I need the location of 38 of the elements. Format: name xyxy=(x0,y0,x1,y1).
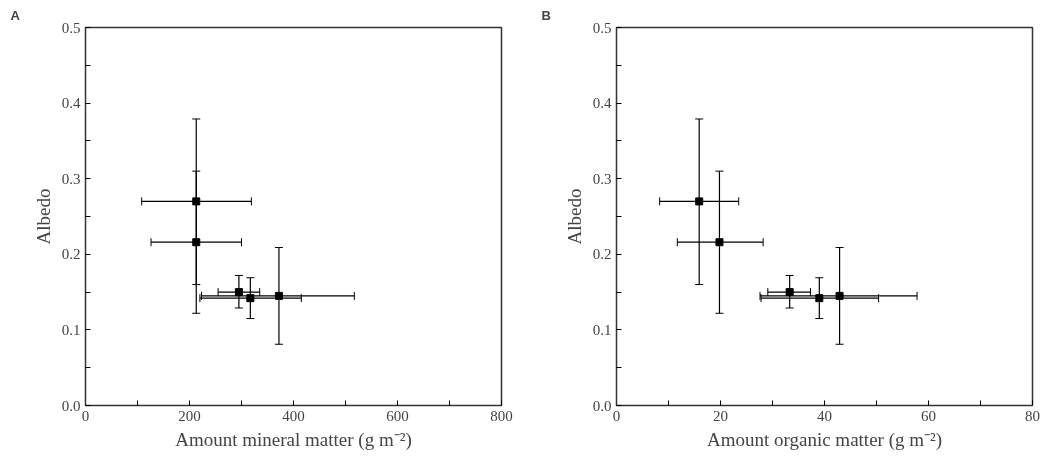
y-tick-label: 0.2 xyxy=(592,246,612,263)
x-axis-title: Amount mineral matter (g m⁻²) xyxy=(175,428,412,451)
y-tick-label: 0.1 xyxy=(61,321,81,338)
x-tick-label: 80 xyxy=(1025,407,1040,424)
y-tick-label: 0.2 xyxy=(61,246,81,263)
x-tick-label: 800 xyxy=(490,407,513,424)
point xyxy=(835,291,844,300)
x-tick-label: 400 xyxy=(282,407,305,424)
x-tick-label: 20 xyxy=(713,407,728,424)
y-tick-label: 0.0 xyxy=(61,397,81,414)
chart-title: A xyxy=(10,7,21,23)
x-tick-label: 40 xyxy=(817,407,832,424)
y-tick-label: 0.4 xyxy=(592,95,612,112)
x-tick-label: 60 xyxy=(921,407,936,424)
point xyxy=(246,294,255,303)
y-tick-label: 0.3 xyxy=(61,170,81,187)
y-tick-label: 0.3 xyxy=(592,170,612,187)
point xyxy=(715,238,724,247)
point xyxy=(785,288,794,297)
point xyxy=(192,238,201,247)
y-tick-label: 0.0 xyxy=(592,397,612,414)
point xyxy=(695,197,704,206)
point xyxy=(274,291,283,300)
point xyxy=(192,197,201,206)
y-tick-label: 0.1 xyxy=(592,321,612,338)
y-tick-label: 0.5 xyxy=(592,19,612,36)
y-tick-label: 0.5 xyxy=(61,19,81,36)
x-tick-label: 200 xyxy=(178,407,201,424)
x-tick-label: 600 xyxy=(386,407,409,424)
x-tick-label: 0 xyxy=(612,407,621,424)
y-axis-title: Albedo xyxy=(32,188,54,245)
x-axis-title: Amount organic matter (g m⁻²) xyxy=(706,428,943,451)
chart-title: B xyxy=(541,7,551,23)
point xyxy=(815,294,824,303)
x-tick-label: 0 xyxy=(81,407,90,424)
point xyxy=(234,288,243,297)
y-tick-label: 0.4 xyxy=(61,95,81,112)
y-axis-title: Albedo xyxy=(563,188,585,245)
